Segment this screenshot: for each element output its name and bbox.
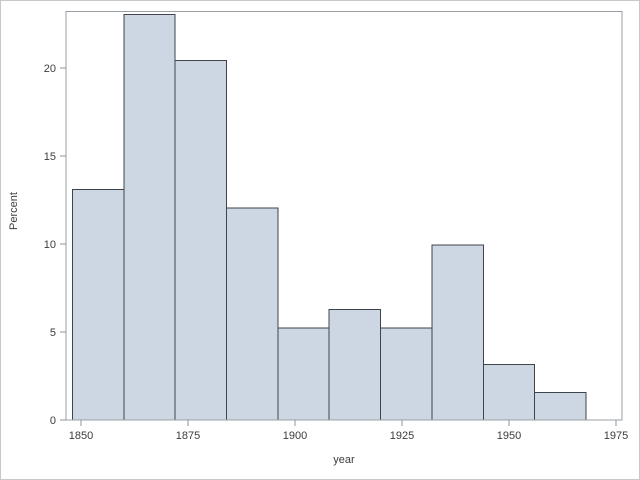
- tick-labels-layer: 0 5 10 15 20 1850 1875 1900 1925 1950 1975: [44, 63, 628, 442]
- histogram-bar-1962: [534, 391, 587, 421]
- histogram-bar-1890: [226, 207, 279, 421]
- x-tick-label: 1875: [176, 430, 200, 442]
- y-tick-label: 10: [44, 239, 56, 251]
- x-tick-label: 1900: [283, 430, 307, 442]
- y-axis-title: Percent: [8, 192, 20, 230]
- histogram-bar-1902: [277, 327, 330, 421]
- plot-frame: [65, 11, 623, 421]
- histogram-bar-1914: [328, 309, 382, 421]
- x-tick-label: 1950: [497, 430, 521, 442]
- y-tick-label: 5: [50, 327, 56, 339]
- histogram-bar-1854: [71, 189, 125, 421]
- histogram-bar-1950: [482, 364, 536, 421]
- x-tick-label: 1850: [69, 430, 93, 442]
- y-tick-label: 0: [50, 415, 56, 427]
- axes-layer: [60, 11, 623, 426]
- histogram-bar-1938: [431, 244, 484, 421]
- histogram-bar-1926: [380, 327, 433, 421]
- histogram-bar-1878: [174, 60, 228, 421]
- x-axis-title: year: [333, 454, 355, 466]
- y-tick-label: 20: [44, 63, 56, 75]
- x-tick-label: 1975: [604, 430, 628, 442]
- y-tick-label: 15: [44, 151, 56, 163]
- histogram-bar-1866: [123, 14, 176, 421]
- x-tick-label: 1925: [390, 430, 414, 442]
- bars-layer: [71, 14, 587, 421]
